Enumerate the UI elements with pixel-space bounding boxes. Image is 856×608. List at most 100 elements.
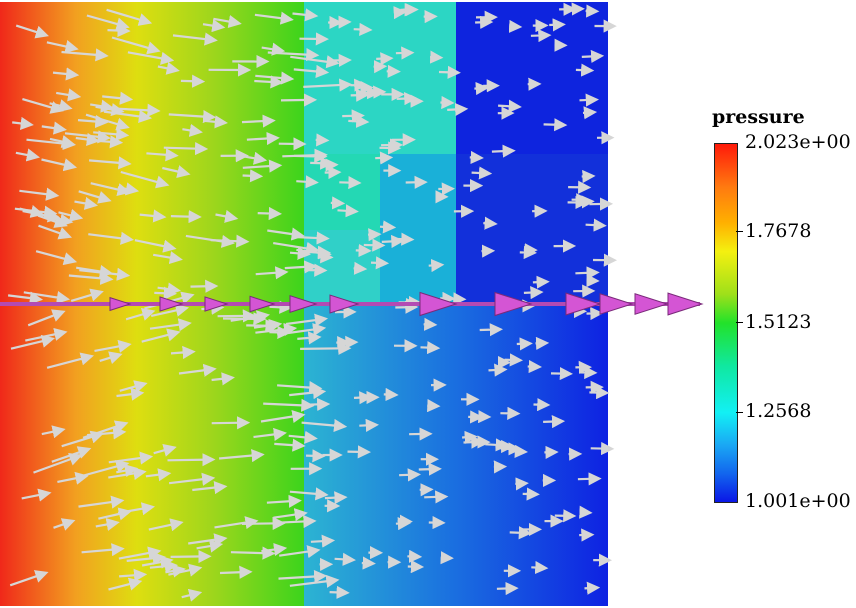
velocity-arrow-glyph [261,543,288,557]
streamline-arrow-glyph [494,291,533,317]
velocity-arrow-glyph [230,546,276,560]
velocity-arrow-glyph [447,102,469,117]
streamline-arrow-glyph [204,296,229,312]
velocity-arrow-glyph [288,430,318,444]
velocity-arrow-glyph [88,231,134,245]
velocity-arrow-glyph [12,116,34,130]
velocity-arrow-glyph [310,534,336,548]
velocity-arrow-glyph [38,224,73,240]
block-cyan-top [304,2,456,154]
velocity-arrow-glyph [543,118,568,132]
velocity-arrow-glyph [267,227,305,241]
velocity-arrow-glyph [78,495,125,509]
velocity-arrow-glyph [85,113,130,131]
velocity-arrow-glyph [167,453,216,467]
velocity-arrow-glyph [196,539,224,553]
streamline-arrow-glyph [599,293,634,315]
velocity-arrow-glyph [266,494,302,508]
velocity-arrow-glyph [242,159,283,173]
velocity-arrow-glyph [253,427,287,441]
velocity-arrow-glyph [46,40,79,53]
velocity-arrow-glyph [418,462,442,476]
velocity-arrow-glyph [274,438,306,452]
velocity-arrow-glyph [488,363,508,377]
velocity-arrow-glyph [153,443,177,457]
velocity-arrow-glyph [348,114,370,128]
velocity-arrow-glyph [116,387,145,401]
velocity-arrow-glyph [57,471,89,485]
velocity-arrow-glyph [359,418,379,432]
velocity-arrow-glyph [255,266,289,280]
velocity-arrow-glyph [424,490,449,504]
velocity-arrow-glyph [170,210,202,224]
velocity-arrow-glyph [202,19,226,33]
velocity-arrow-glyph [119,568,148,582]
velocity-arrow-glyph [10,334,56,350]
velocity-arrow-glyph [77,114,109,129]
velocity-arrow-glyph [95,517,120,531]
velocity-arrow-glyph [211,372,235,386]
velocity-arrow-glyph [145,468,172,482]
velocity-arrow-glyph [277,380,323,395]
streamline-arrow-glyph [329,294,360,314]
velocity-arrow-glyph [78,190,112,204]
velocity-arrow-glyph [531,560,549,575]
velocity-arrow-glyph [21,488,52,502]
velocity-arrow-glyph [9,570,49,587]
velocity-arrow-glyph [293,64,330,78]
velocity-arrow-glyph [581,49,605,64]
velocity-arrow-glyph [41,121,67,135]
velocity-arrow-glyph [254,11,294,25]
velocity-arrow-glyph [162,165,191,178]
colorbar[interactable] [714,143,738,503]
velocity-arrow-glyph [290,55,340,69]
velocity-arrow-glyph [61,430,105,448]
velocity-arrow-glyph [508,444,528,458]
velocity-arrow-glyph [35,250,78,266]
velocity-arrow-glyph [68,271,114,285]
velocity-arrow-glyph [530,28,552,43]
velocity-arrow-glyph [52,67,80,81]
velocity-arrow-glyph [219,449,265,463]
velocity-arrow-glyph [19,187,60,201]
velocity-arrow-glyph [277,514,317,529]
velocity-arrow-glyph [7,291,44,305]
velocity-arrow-glyph [296,175,319,189]
velocity-arrow-glyph [474,81,489,96]
velocity-arrow-glyph [75,132,100,146]
velocity-arrow-glyph [280,93,318,107]
velocity-arrow-glyph [278,569,328,584]
velocity-arrow-glyph [22,98,64,114]
velocity-arrow-glyph [289,246,311,260]
velocity-arrow-glyph [353,22,373,37]
block-cyan-mid [304,154,380,230]
streamline-arrow-glyph [159,296,184,312]
velocity-arrow-glyph [90,182,131,197]
velocity-arrow-glyph [301,418,348,433]
colorbar-tick [736,231,743,232]
velocity-arrow-glyph [98,507,132,521]
velocity-arrow-glyph [15,148,40,162]
velocity-arrow-glyph [273,241,320,255]
velocity-arrow-glyph [399,468,421,482]
velocity-arrow-glyph [15,24,49,39]
velocity-arrow-glyph [120,170,170,189]
velocity-arrow-glyph [491,144,516,158]
velocity-arrow-glyph [585,218,607,232]
velocity-arrow-glyph [146,148,179,162]
colorbar-tick-label-2: 1.5123 [745,311,812,333]
streamline-arrow-glyph [565,292,602,316]
velocity-arrow-glyph [532,275,550,289]
velocity-arrow-glyph [442,292,467,306]
streamline-arrow-glyph [249,295,276,313]
velocity-arrow-glyph [379,220,397,234]
velocity-arrow-glyph [523,286,544,300]
velocity-arrow-glyph [485,438,509,452]
velocity-arrow-glyph [353,391,373,405]
velocity-arrow-glyph [543,415,566,429]
velocity-arrow-glyph [76,264,114,278]
velocity-arrow-glyph [392,232,415,246]
streamline-arrow-glyph [289,294,318,314]
